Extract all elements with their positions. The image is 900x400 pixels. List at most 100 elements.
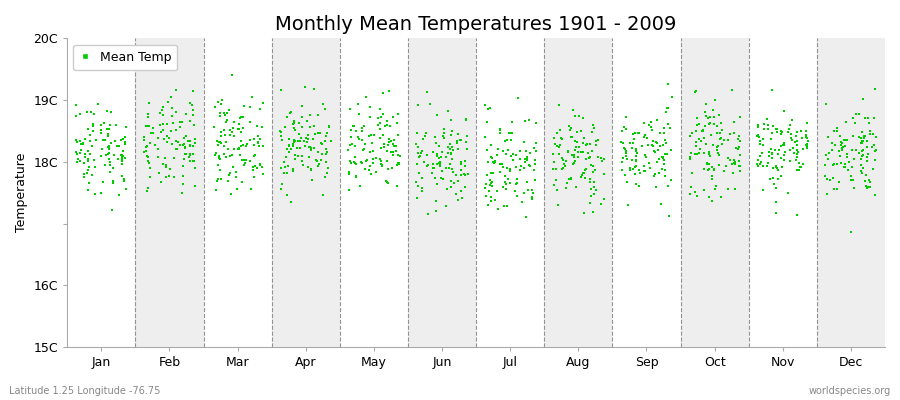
Point <box>616 140 630 146</box>
Point <box>82 164 96 170</box>
Point <box>683 156 698 162</box>
Point <box>835 145 850 152</box>
Point <box>156 112 170 118</box>
Point <box>358 158 373 164</box>
Point <box>94 190 108 196</box>
Point <box>760 122 775 128</box>
Point <box>384 148 399 155</box>
Point <box>685 130 699 136</box>
Point <box>343 142 357 149</box>
Point <box>518 147 533 154</box>
Point <box>662 212 677 219</box>
Point <box>629 156 643 163</box>
Point <box>866 166 880 172</box>
Point <box>275 137 290 143</box>
Point <box>499 186 513 192</box>
Point <box>253 162 267 168</box>
Point <box>376 90 391 96</box>
Point <box>343 158 357 164</box>
Point <box>186 88 201 94</box>
Point <box>862 184 877 191</box>
Point <box>724 87 739 94</box>
Point <box>156 126 170 133</box>
Point <box>760 160 775 166</box>
Point <box>789 167 804 174</box>
Point <box>312 130 327 136</box>
Point <box>158 162 173 168</box>
Point <box>576 115 590 122</box>
Point <box>141 100 156 106</box>
Point <box>291 138 305 144</box>
Point <box>828 142 842 148</box>
Point <box>766 174 780 181</box>
Point <box>846 114 860 121</box>
Point <box>502 180 517 186</box>
Point <box>706 106 720 113</box>
Point <box>292 130 306 137</box>
Point <box>381 166 395 173</box>
Point <box>432 159 446 166</box>
Point <box>183 152 197 158</box>
Point <box>232 115 247 122</box>
Point <box>103 169 117 175</box>
Point <box>690 122 705 128</box>
Point <box>140 188 155 194</box>
Point <box>436 130 451 136</box>
Point <box>550 142 564 149</box>
Point <box>644 142 659 148</box>
Point <box>432 160 446 166</box>
Point <box>500 202 515 209</box>
Point <box>868 157 882 163</box>
Point <box>386 137 400 143</box>
Point <box>775 164 789 170</box>
Point <box>769 184 783 191</box>
Point <box>111 156 125 162</box>
Point <box>576 170 590 176</box>
Point <box>716 168 731 174</box>
Point <box>445 128 459 134</box>
Point <box>646 143 661 149</box>
Point <box>571 154 585 160</box>
Point <box>443 141 457 147</box>
Point <box>731 136 745 142</box>
Point <box>703 114 717 121</box>
Point <box>153 110 167 116</box>
Point <box>846 177 860 183</box>
Point <box>866 131 880 137</box>
Point <box>760 116 774 122</box>
Point <box>838 164 852 170</box>
Point <box>428 140 443 146</box>
Point <box>528 140 543 146</box>
Point <box>287 118 302 124</box>
Point <box>156 161 170 168</box>
Point <box>727 159 742 165</box>
Point <box>799 145 814 151</box>
Point <box>374 114 388 120</box>
Point <box>283 136 297 143</box>
Point <box>755 150 770 156</box>
Point <box>709 123 724 129</box>
Point <box>824 147 839 154</box>
Point <box>292 120 307 127</box>
Point <box>85 143 99 149</box>
Point <box>658 172 672 179</box>
Point <box>376 132 391 138</box>
Point <box>697 135 711 141</box>
Point <box>420 89 435 96</box>
Point <box>484 170 499 176</box>
Point <box>733 113 747 120</box>
Point <box>862 176 877 183</box>
Point <box>588 167 602 174</box>
Point <box>790 212 805 218</box>
Point <box>430 161 445 168</box>
Point <box>855 138 869 144</box>
Point <box>159 139 174 146</box>
Point <box>86 128 100 134</box>
Point <box>142 174 157 180</box>
Point <box>549 130 563 137</box>
Point <box>233 138 248 144</box>
Point <box>295 152 310 159</box>
Point <box>660 151 674 158</box>
Point <box>351 134 365 140</box>
Point <box>173 118 187 125</box>
